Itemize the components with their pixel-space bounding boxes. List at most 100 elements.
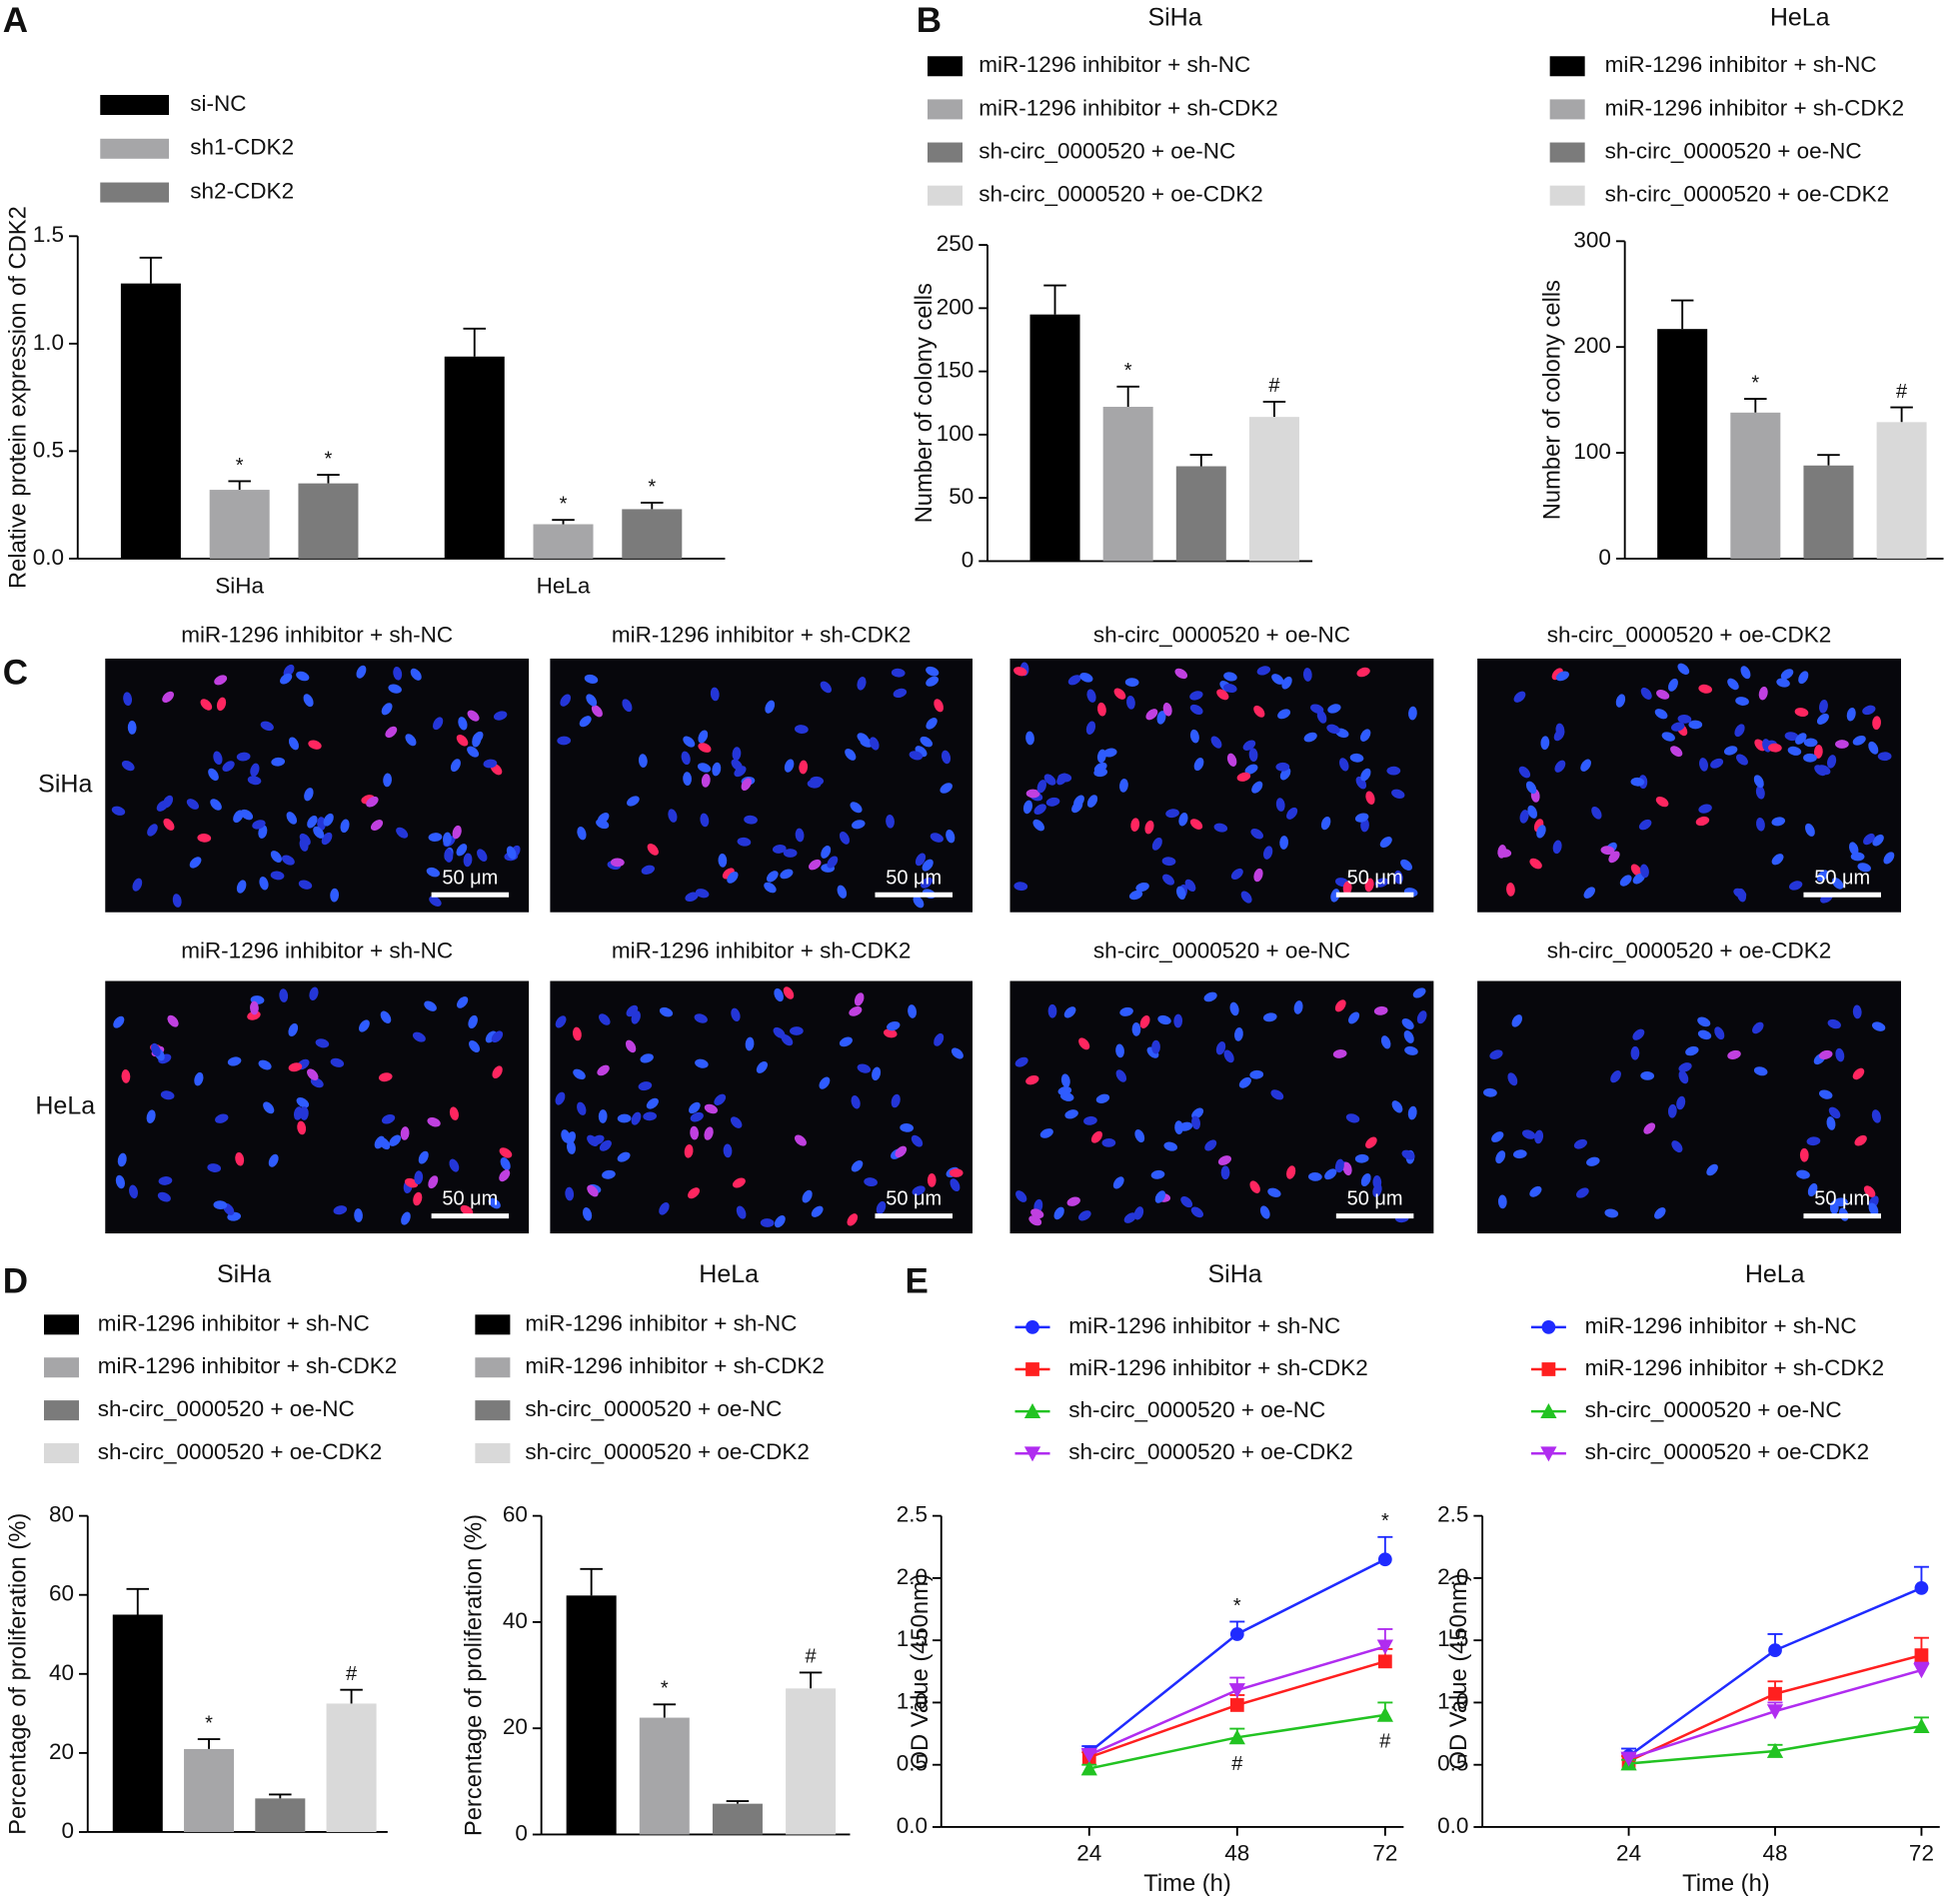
nucleus xyxy=(712,762,722,777)
y-tick-label: 40 xyxy=(503,1608,528,1633)
nucleus xyxy=(1277,709,1291,720)
nucleus xyxy=(1015,1190,1027,1202)
nucleus xyxy=(1407,1105,1417,1120)
y-tick-label: 1.0 xyxy=(897,1688,928,1713)
column-title: miR-1296 inhibitor + sh-NC xyxy=(181,939,453,963)
nucleus xyxy=(1656,690,1670,700)
nucleus xyxy=(132,878,143,892)
nucleus xyxy=(1307,1171,1322,1181)
nucleus xyxy=(1071,801,1083,814)
nucleus xyxy=(1204,1139,1217,1151)
nucleus xyxy=(313,826,325,839)
column-title: sh-circ_0000520 + oe-CDK2 xyxy=(1547,622,1832,647)
nucleus xyxy=(315,1038,330,1048)
nucleus xyxy=(296,671,310,682)
nucleus xyxy=(307,815,318,829)
significance-mark: # xyxy=(346,1663,358,1685)
nucleus xyxy=(1852,735,1866,746)
nucleus xyxy=(1302,668,1312,682)
legend-label: miR-1296 inhibitor + sh-NC xyxy=(1068,1313,1340,1338)
nucleus xyxy=(625,1039,637,1053)
y-tick-label: 0 xyxy=(1598,545,1611,570)
nucleus xyxy=(1078,1210,1091,1221)
nucleus xyxy=(864,1177,878,1187)
nucleus xyxy=(499,1169,511,1182)
nucleus xyxy=(370,820,384,831)
nucleus xyxy=(622,699,633,713)
nucleus xyxy=(710,687,720,702)
micrograph xyxy=(1009,980,1434,1234)
nucleus xyxy=(872,1066,882,1081)
nucleus xyxy=(1223,1049,1234,1063)
nucleus xyxy=(426,867,440,878)
nucleus xyxy=(1251,781,1263,794)
nucleus xyxy=(113,1015,125,1028)
nucleus xyxy=(1639,864,1649,879)
nucleus xyxy=(1216,689,1229,701)
nucleus xyxy=(1767,743,1782,753)
significance-mark: # xyxy=(806,1646,818,1668)
y-axis-label: OD Value (450nm) xyxy=(1445,1573,1472,1769)
nucleus xyxy=(837,885,848,899)
nucleus xyxy=(1771,854,1784,866)
point xyxy=(1913,1663,1930,1679)
nucleus xyxy=(1834,1197,1848,1207)
nucleus xyxy=(1330,889,1340,903)
y-tick-label: 200 xyxy=(937,294,975,319)
nucleus xyxy=(736,1205,747,1219)
nucleus xyxy=(1233,1027,1243,1041)
nucleus xyxy=(413,1191,423,1206)
nucleus xyxy=(385,726,398,739)
bar xyxy=(1657,329,1708,559)
nucleus xyxy=(909,751,924,761)
nucleus xyxy=(1401,1017,1414,1029)
nucleus xyxy=(456,995,469,1008)
nucleus xyxy=(886,814,895,829)
nucleus xyxy=(1083,1115,1097,1125)
nucleus xyxy=(1263,846,1273,860)
y-tick-label: 0.5 xyxy=(1437,1751,1468,1776)
nucleus xyxy=(783,986,795,999)
nucleus xyxy=(1144,820,1154,835)
nucleus xyxy=(1360,1172,1371,1186)
nucleus xyxy=(949,1168,964,1177)
legend-swatch xyxy=(100,182,170,203)
nucleus xyxy=(1013,882,1028,892)
nucleus xyxy=(1868,741,1879,755)
point xyxy=(1080,1747,1097,1763)
nucleus xyxy=(1416,1010,1427,1024)
nucleus xyxy=(1327,704,1341,714)
nucleus xyxy=(467,746,480,758)
nucleus xyxy=(317,817,326,831)
nucleus xyxy=(1013,667,1027,677)
nucleus xyxy=(1064,1109,1078,1119)
nucleus xyxy=(926,676,940,687)
nucleus xyxy=(208,768,219,782)
legend-marker xyxy=(1025,1319,1039,1334)
nucleus xyxy=(1789,881,1803,891)
nucleus xyxy=(1095,1093,1110,1103)
nucleus xyxy=(1174,668,1188,680)
nucleus xyxy=(1303,732,1317,743)
x-tick-label: 72 xyxy=(1372,1840,1397,1865)
nucleus xyxy=(321,832,333,846)
micrograph xyxy=(550,658,973,913)
nucleus xyxy=(450,759,461,773)
nucleus xyxy=(227,1056,242,1066)
nucleus xyxy=(467,710,480,722)
nucleus xyxy=(1386,766,1401,776)
nucleus xyxy=(200,699,213,711)
legend-label: sh-circ_0000520 + oe-CDK2 xyxy=(979,182,1263,207)
legend-swatch xyxy=(100,95,170,116)
nucleus xyxy=(216,697,227,712)
nucleus xyxy=(934,1032,945,1046)
nucleus xyxy=(1655,796,1669,808)
nucleus xyxy=(626,1004,639,1017)
legend-swatch xyxy=(475,1400,511,1421)
y-axis-label: Percentage of proliferation (%) xyxy=(461,1514,488,1836)
nucleus xyxy=(723,1143,733,1158)
nucleus xyxy=(260,721,274,732)
y-tick-label: 0.0 xyxy=(33,545,64,570)
legend-swatch xyxy=(475,1443,511,1464)
nucleus xyxy=(1025,789,1040,799)
